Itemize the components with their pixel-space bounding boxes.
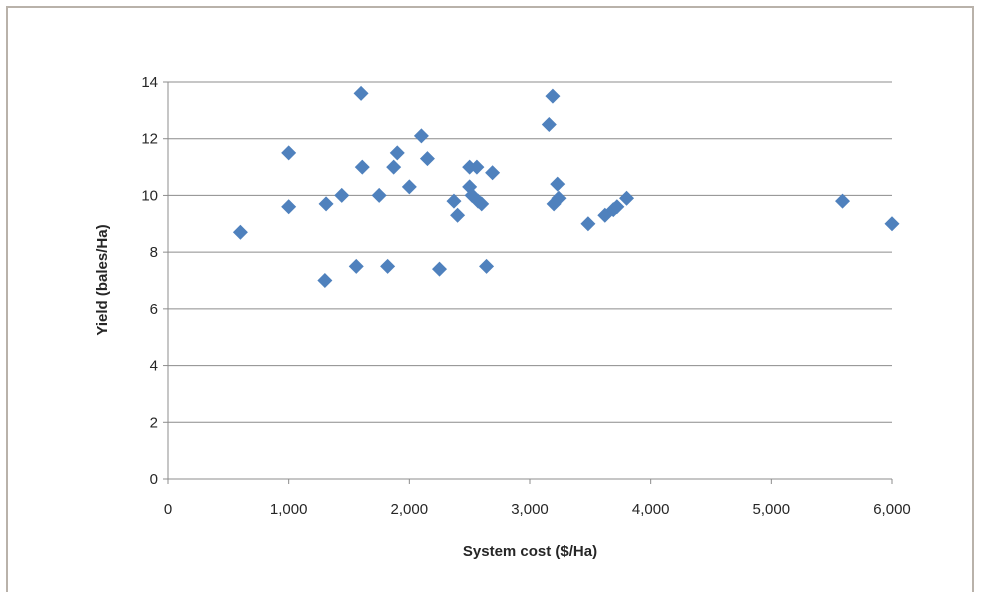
data-point [541, 117, 557, 133]
data-point [432, 261, 447, 277]
data-point [485, 165, 501, 181]
data-point [545, 88, 561, 104]
data-point [389, 145, 405, 161]
x-tick-label: 0 [164, 501, 172, 518]
x-tick-label: 4,000 [632, 501, 670, 518]
y-tick-labels: 0 2 4 6 8 10 12 14 [141, 74, 158, 488]
x-tick-label: 3,000 [511, 501, 549, 518]
data-point [380, 258, 396, 274]
data-point [446, 193, 462, 209]
data-point [469, 159, 485, 175]
data-point [479, 258, 495, 274]
y-tick-label: 8 [150, 244, 158, 261]
data-point [550, 176, 566, 192]
data-point [386, 159, 402, 175]
data-point [354, 159, 370, 175]
data-point [281, 145, 297, 161]
data-point [609, 199, 625, 215]
x-tick-label: 5,000 [753, 501, 791, 518]
y-tick-label: 2 [150, 414, 158, 431]
data-point [353, 85, 369, 101]
x-tick-labels: 0 1,000 2,000 3,000 4,000 5,000 6,000 [164, 501, 911, 518]
data-points [232, 85, 900, 288]
data-point [317, 273, 333, 288]
x-tick-label: 6,000 [873, 501, 911, 518]
data-point [580, 216, 596, 232]
chart-frame [6, 6, 974, 592]
data-point [401, 179, 417, 195]
data-point [232, 224, 248, 240]
data-point [551, 190, 567, 206]
data-point [619, 190, 635, 206]
data-point [413, 128, 429, 144]
data-point [835, 193, 851, 209]
y-tick-label: 0 [150, 471, 158, 488]
x-tick-label: 2,000 [391, 501, 429, 518]
axes [163, 81, 893, 484]
y-tick-label: 12 [141, 131, 158, 148]
data-point [281, 199, 297, 215]
data-point [348, 258, 364, 274]
data-point [884, 216, 900, 232]
y-tick-label: 4 [150, 358, 158, 375]
data-point [371, 187, 387, 203]
y-axis-title: Yield (bales/Ha) [94, 224, 111, 335]
x-axis-title: System cost ($/Ha) [463, 543, 597, 560]
y-tick-label: 10 [141, 187, 158, 204]
data-point [419, 151, 435, 167]
data-point [318, 196, 334, 212]
x-tick-label: 1,000 [270, 501, 308, 518]
gridlines [168, 81, 892, 423]
y-tick-label: 14 [141, 74, 158, 91]
y-tick-label: 6 [150, 301, 158, 318]
data-point [474, 196, 490, 212]
data-point [334, 187, 350, 203]
data-point [450, 207, 466, 223]
